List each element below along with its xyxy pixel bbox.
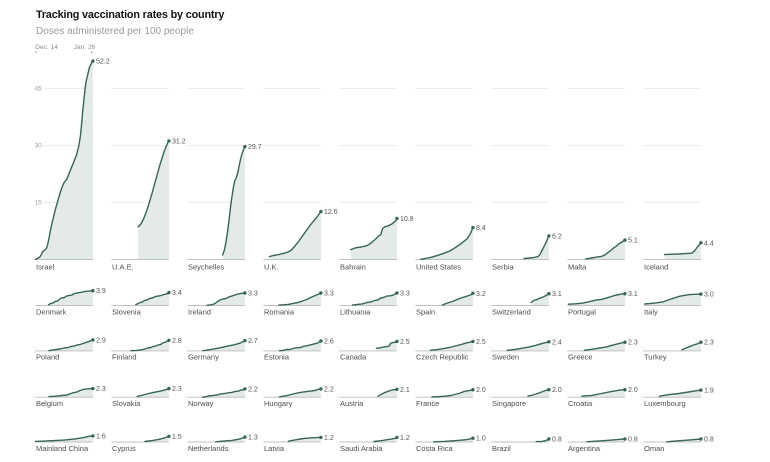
svg-text:Brazil: Brazil [492,444,511,453]
svg-text:15: 15 [34,200,42,207]
svg-text:2.8: 2.8 [172,338,182,345]
svg-text:2.3: 2.3 [96,386,106,393]
svg-text:Dec. 14: Dec. 14 [35,44,58,51]
svg-text:United States: United States [416,263,461,272]
svg-text:Czech Republic: Czech Republic [416,353,469,362]
svg-text:3.1: 3.1 [628,291,638,298]
svg-text:Slovakia: Slovakia [112,399,141,408]
svg-text:2.0: 2.0 [628,387,638,394]
svg-text:Mainland China: Mainland China [36,444,89,453]
svg-text:Latvia: Latvia [264,444,285,453]
svg-text:45: 45 [34,86,42,93]
svg-text:Saudi Arabia: Saudi Arabia [340,444,383,453]
svg-text:6.2: 6.2 [552,233,562,240]
svg-text:Hungary: Hungary [264,399,293,408]
svg-text:Denmark: Denmark [36,307,67,316]
svg-text:2.2: 2.2 [324,386,334,393]
svg-text:31.2: 31.2 [172,138,186,145]
svg-text:Slovenia: Slovenia [112,307,142,316]
svg-text:Israel: Israel [36,263,55,272]
svg-text:Luxembourg: Luxembourg [644,399,686,408]
svg-text:Italy: Italy [644,307,658,316]
svg-text:2.1: 2.1 [400,387,410,394]
svg-text:Belgium: Belgium [36,399,63,408]
svg-text:Ireland: Ireland [188,307,211,316]
svg-text:2.4: 2.4 [552,339,562,346]
svg-text:3.4: 3.4 [172,290,182,297]
svg-text:52.2: 52.2 [96,59,110,66]
svg-text:2.0: 2.0 [476,387,486,394]
svg-text:Portugal: Portugal [568,307,596,316]
svg-text:Estonia: Estonia [264,353,290,362]
svg-text:3.3: 3.3 [400,291,410,298]
svg-text:Oman: Oman [644,444,664,453]
svg-text:France: France [416,399,439,408]
svg-text:5.1: 5.1 [628,238,638,245]
svg-text:Bahrain: Bahrain [340,263,366,272]
svg-text:Germany: Germany [188,353,219,362]
svg-text:2.9: 2.9 [96,337,106,344]
svg-text:Seychelles: Seychelles [188,263,225,272]
svg-text:Norway: Norway [188,399,214,408]
svg-text:1.0: 1.0 [476,436,486,443]
svg-text:2.0: 2.0 [552,387,562,394]
svg-text:Austria: Austria [340,399,364,408]
svg-text:1.2: 1.2 [400,435,410,442]
svg-text:Iceland: Iceland [644,263,668,272]
svg-text:1.2: 1.2 [324,435,334,442]
svg-text:29.7: 29.7 [248,144,262,151]
svg-text:4.4: 4.4 [704,240,714,247]
svg-text:Argentina: Argentina [568,444,601,453]
svg-text:0.8: 0.8 [628,437,638,444]
svg-text:2.3: 2.3 [172,386,182,393]
svg-text:Switzerland: Switzerland [492,307,531,316]
svg-text:10.8: 10.8 [400,216,414,223]
svg-text:Lithuania: Lithuania [340,307,371,316]
svg-text:8.4: 8.4 [476,225,486,232]
svg-text:1.9: 1.9 [704,388,714,395]
svg-text:3.3: 3.3 [248,291,258,298]
svg-text:Finland: Finland [112,353,137,362]
svg-text:3.3: 3.3 [324,291,334,298]
svg-text:U.K.: U.K. [264,263,279,272]
svg-text:Sweden: Sweden [492,353,519,362]
svg-text:12.6: 12.6 [324,209,338,216]
svg-text:2.5: 2.5 [476,339,486,346]
svg-text:U.A.E.: U.A.E. [112,263,134,272]
svg-text:Malta: Malta [568,263,587,272]
svg-text:Cyprus: Cyprus [112,444,136,453]
svg-text:2.6: 2.6 [324,339,334,346]
svg-text:3.0: 3.0 [704,292,714,299]
svg-text:0.8: 0.8 [552,437,562,444]
svg-text:Turkey: Turkey [644,353,667,362]
svg-text:0.8: 0.8 [704,437,714,444]
svg-text:Jan. 26: Jan. 26 [74,44,96,51]
svg-text:2.3: 2.3 [704,340,714,347]
svg-text:2.3: 2.3 [628,340,638,347]
svg-text:1.5: 1.5 [172,434,182,441]
svg-text:2.5: 2.5 [400,339,410,346]
svg-text:2.2: 2.2 [248,386,258,393]
svg-text:1.3: 1.3 [248,435,258,442]
svg-text:Croatia: Croatia [568,399,593,408]
svg-text:Serbia: Serbia [492,263,515,272]
svg-text:Greece: Greece [568,353,593,362]
svg-text:Singapore: Singapore [492,399,526,408]
svg-text:3.2: 3.2 [476,291,486,298]
svg-text:30: 30 [34,143,42,150]
svg-text:Canada: Canada [340,353,367,362]
svg-text:Spain: Spain [416,307,435,316]
svg-text:Netherlands: Netherlands [188,444,229,453]
svg-text:2.7: 2.7 [248,338,258,345]
svg-text:Poland: Poland [36,353,59,362]
svg-text:Romania: Romania [264,307,295,316]
svg-text:3.1: 3.1 [552,291,562,298]
svg-text:Costa Rica: Costa Rica [416,444,454,453]
svg-text:1.6: 1.6 [96,433,106,440]
svg-text:3.9: 3.9 [96,288,106,295]
